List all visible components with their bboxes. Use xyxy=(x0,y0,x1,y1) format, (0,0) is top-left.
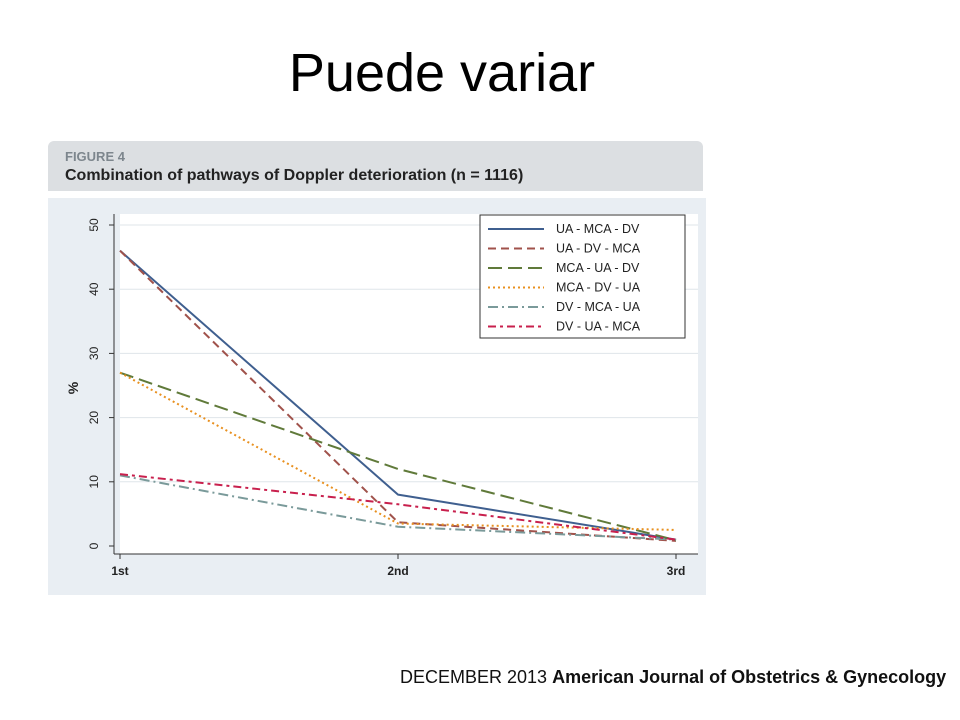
series-lines xyxy=(119,249,677,542)
grid-lines xyxy=(120,224,698,483)
y-axis-label: % xyxy=(65,381,81,394)
legend-label: DV - UA - MCA xyxy=(556,320,641,334)
figure-header: FIGURE 4 Combination of pathways of Dopp… xyxy=(48,141,703,191)
y-axis-ticks: 0 10 20 30 40 50 xyxy=(87,218,114,549)
y-tick-label: 10 xyxy=(87,475,101,489)
legend-label: UA - DV - MCA xyxy=(556,242,641,256)
series-line-0 xyxy=(119,249,677,541)
legend-label: MCA - DV - UA xyxy=(556,281,641,295)
footer-journal: American Journal of Obstetrics & Gynecol… xyxy=(552,667,947,687)
legend-label: MCA - UA - DV xyxy=(556,261,640,275)
chart-panel: 0 10 20 30 40 50 1st 2nd 3rd % UA - MCA - DV UA … xyxy=(48,198,706,595)
figure-label: FIGURE 4 xyxy=(65,149,125,164)
y-tick-label: 20 xyxy=(87,411,101,425)
x-tick-label: 1st xyxy=(111,564,128,578)
x-tick-label: 3rd xyxy=(667,564,686,578)
series-line-3 xyxy=(119,371,677,531)
x-tick-label: 2nd xyxy=(387,564,408,578)
legend: UA - MCA - DV UA - DV - MCA MCA - UA - DV M… xyxy=(479,214,686,339)
footer: DECEMBER 2013 American Journal of Obstet… xyxy=(400,667,946,688)
figure-caption: Combination of pathways of Doppler deter… xyxy=(65,167,524,184)
y-tick-label: 40 xyxy=(87,282,101,296)
slide-title: Puede variar xyxy=(288,43,596,103)
series-line-5 xyxy=(119,473,677,541)
legend-label: UA - MCA - DV xyxy=(556,222,640,236)
x-axis-ticks: 1st 2nd 3rd xyxy=(111,554,685,578)
y-tick-label: 50 xyxy=(87,218,101,232)
series-line-2 xyxy=(119,371,677,542)
y-tick-label: 30 xyxy=(87,346,101,360)
legend-label: DV - MCA - UA xyxy=(556,300,641,314)
legend-box xyxy=(479,214,686,339)
footer-date: DECEMBER 2013 xyxy=(400,667,548,687)
series-line-4 xyxy=(119,474,677,541)
y-tick-label: 0 xyxy=(87,542,101,549)
